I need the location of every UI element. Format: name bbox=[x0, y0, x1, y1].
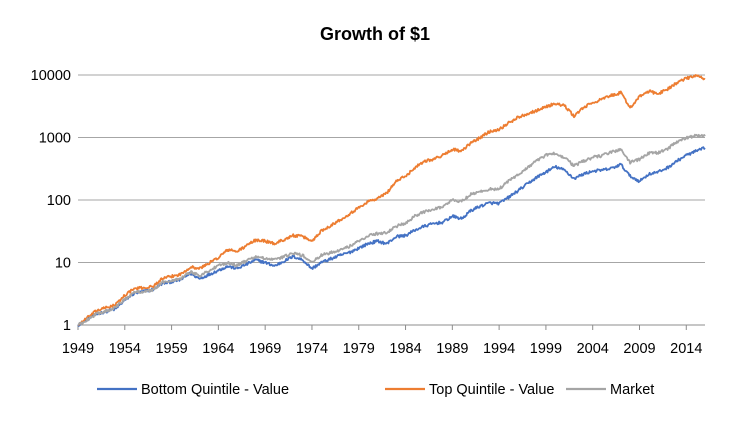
x-tick-label: 1959 bbox=[155, 341, 187, 357]
x-tick-label: 1969 bbox=[249, 341, 281, 357]
y-tick-label: 10 bbox=[55, 256, 71, 272]
series-line-market bbox=[77, 133, 706, 326]
x-tick-label: 1979 bbox=[343, 341, 375, 357]
x-tick-label: 1989 bbox=[436, 341, 468, 357]
x-tick-label: 2009 bbox=[623, 341, 655, 357]
x-tick-label: 2014 bbox=[670, 341, 702, 357]
chart-title: Growth of $1 bbox=[320, 24, 430, 44]
series-lines bbox=[77, 74, 706, 327]
legend: Bottom Quintile - Value Top Quintile - Va… bbox=[97, 382, 654, 398]
legend-label: Top Quintile - Value bbox=[429, 382, 554, 398]
y-tick-label: 1 bbox=[63, 318, 71, 334]
x-tick-label: 1954 bbox=[109, 341, 141, 357]
x-tick-label: 1984 bbox=[389, 341, 421, 357]
series-line-bottom-quintile-value bbox=[77, 146, 706, 327]
series-line-top-quintile-value bbox=[77, 74, 706, 326]
x-tick-label: 2004 bbox=[577, 341, 609, 357]
x-tick-label: 1999 bbox=[530, 341, 562, 357]
y-axis-ticks: 1 10 100 1000 10000 bbox=[31, 68, 71, 334]
legend-label: Market bbox=[610, 382, 654, 398]
x-tick-label: 1964 bbox=[202, 341, 234, 357]
y-tick-label: 100 bbox=[47, 193, 71, 209]
y-tick-label: 10000 bbox=[31, 68, 71, 84]
y-tick-label: 1000 bbox=[39, 131, 71, 147]
x-tick-label: 1949 bbox=[62, 341, 94, 357]
x-axis-ticks: 1949 1954 1959 1964 1969 1974 1979 1984 1989 1994… bbox=[62, 325, 702, 357]
x-tick-label: 1994 bbox=[483, 341, 515, 357]
gridlines bbox=[78, 74, 705, 326]
legend-label: Bottom Quintile - Value bbox=[141, 382, 289, 398]
x-tick-label: 1974 bbox=[296, 341, 328, 357]
